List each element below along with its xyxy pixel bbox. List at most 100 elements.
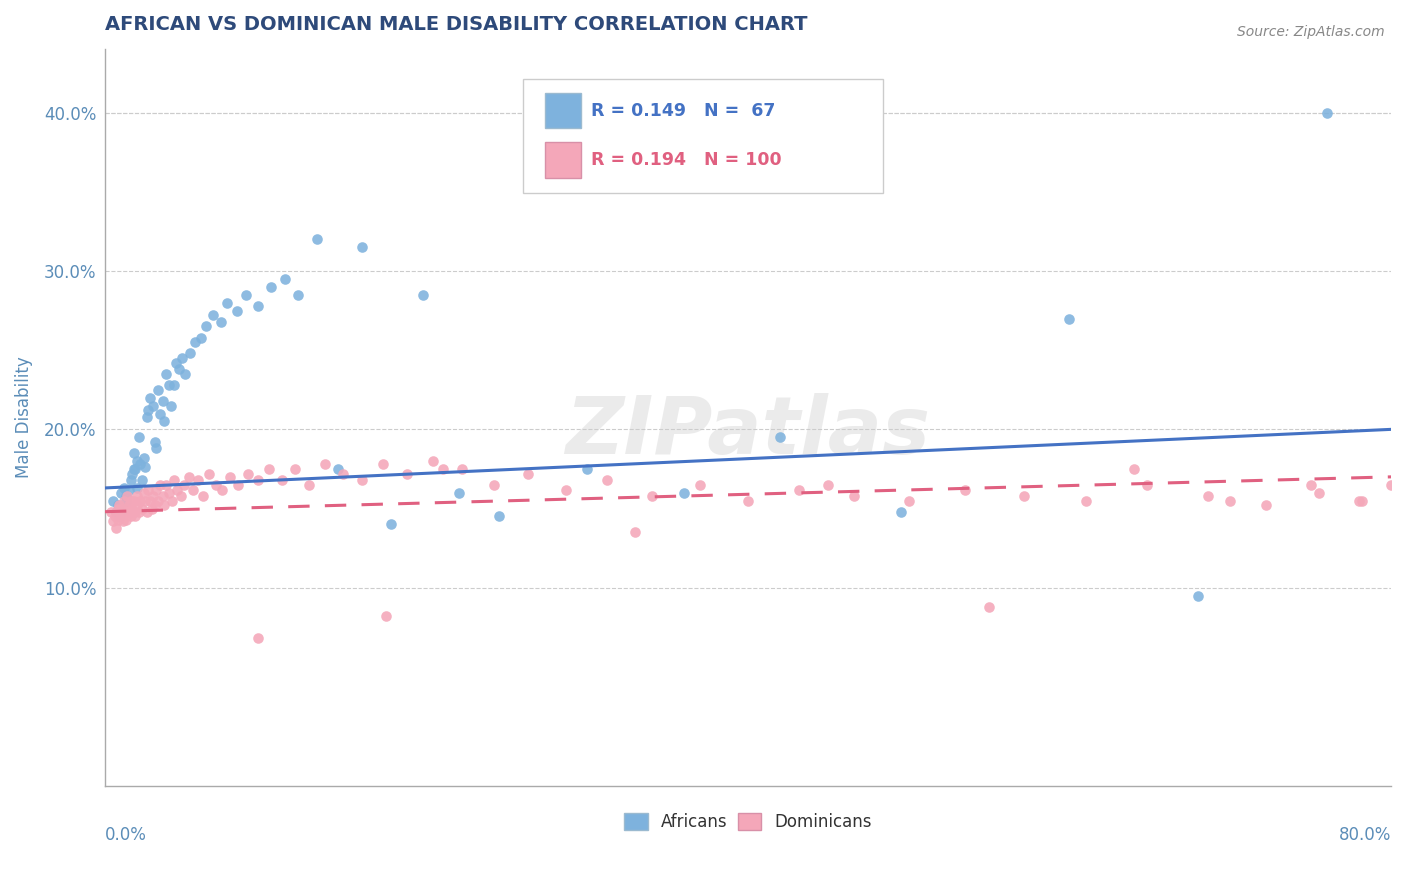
Point [1136, 477, 1159, 491]
Point [110, 509, 132, 524]
Point [110, 485, 132, 500]
Point [149, 477, 172, 491]
Point [139, 493, 162, 508]
Point [132, 485, 155, 500]
Point [897, 493, 920, 508]
Point [152, 489, 174, 503]
Point [131, 473, 153, 487]
Point [179, 346, 201, 360]
Point [259, 280, 281, 294]
Point [138, 403, 160, 417]
Point [149, 407, 172, 421]
Text: Source: ZipAtlas.com: Source: ZipAtlas.com [1237, 25, 1385, 39]
Point [107, 501, 129, 516]
Point [516, 467, 538, 481]
Point [141, 501, 163, 516]
Point [124, 509, 146, 524]
Point [842, 489, 865, 503]
Point [217, 295, 239, 310]
Point [111, 514, 134, 528]
Point [155, 367, 177, 381]
Point [576, 462, 599, 476]
Point [112, 481, 135, 495]
Point [177, 470, 200, 484]
Point [100, 505, 122, 519]
Point [165, 356, 187, 370]
Point [482, 477, 505, 491]
Point [174, 367, 197, 381]
FancyBboxPatch shape [544, 142, 581, 178]
Point [817, 477, 839, 491]
Point [432, 462, 454, 476]
Point [211, 483, 233, 497]
Point [127, 481, 149, 495]
Point [488, 509, 510, 524]
Point [127, 489, 149, 503]
Point [624, 525, 647, 540]
Point [205, 477, 228, 491]
Point [107, 513, 129, 527]
Point [157, 378, 180, 392]
Point [1014, 489, 1036, 503]
Point [108, 505, 131, 519]
Point [120, 473, 142, 487]
Point [1379, 477, 1402, 491]
Point [187, 473, 209, 487]
Point [298, 477, 321, 491]
Point [412, 288, 434, 302]
Point [112, 493, 135, 508]
Point [105, 520, 128, 534]
Point [152, 393, 174, 408]
Point [121, 467, 143, 481]
Point [167, 362, 190, 376]
Point [977, 599, 1000, 614]
Point [173, 477, 195, 491]
Point [1187, 589, 1209, 603]
Point [122, 446, 145, 460]
Y-axis label: Male Disability: Male Disability [15, 357, 32, 478]
Point [122, 505, 145, 519]
Point [1074, 493, 1097, 508]
Point [332, 467, 354, 481]
Point [142, 399, 165, 413]
Point [789, 483, 811, 497]
Point [108, 499, 131, 513]
Point [135, 505, 157, 519]
Point [104, 509, 127, 524]
Point [284, 462, 307, 476]
Point [101, 514, 124, 528]
Point [105, 505, 128, 519]
Point [142, 489, 165, 503]
Point [107, 499, 129, 513]
Point [1059, 311, 1081, 326]
Point [246, 473, 269, 487]
Point [246, 632, 269, 646]
Point [145, 442, 167, 456]
Point [672, 485, 695, 500]
Point [447, 485, 470, 500]
Point [112, 505, 135, 519]
Point [169, 489, 191, 503]
Point [191, 489, 214, 503]
Point [352, 240, 374, 254]
Point [134, 460, 156, 475]
Point [274, 272, 297, 286]
Point [146, 493, 169, 508]
Point [166, 483, 188, 497]
Point [689, 477, 711, 491]
Point [769, 430, 792, 444]
Point [1351, 493, 1374, 508]
Point [155, 477, 177, 491]
Point [307, 232, 329, 246]
Point [146, 383, 169, 397]
Point [139, 391, 162, 405]
Point [375, 609, 398, 624]
Point [163, 473, 186, 487]
Point [380, 517, 402, 532]
Point [127, 454, 149, 468]
Point [110, 505, 132, 519]
Point [287, 288, 309, 302]
Point [129, 493, 152, 508]
Point [270, 473, 292, 487]
Point [117, 489, 139, 503]
